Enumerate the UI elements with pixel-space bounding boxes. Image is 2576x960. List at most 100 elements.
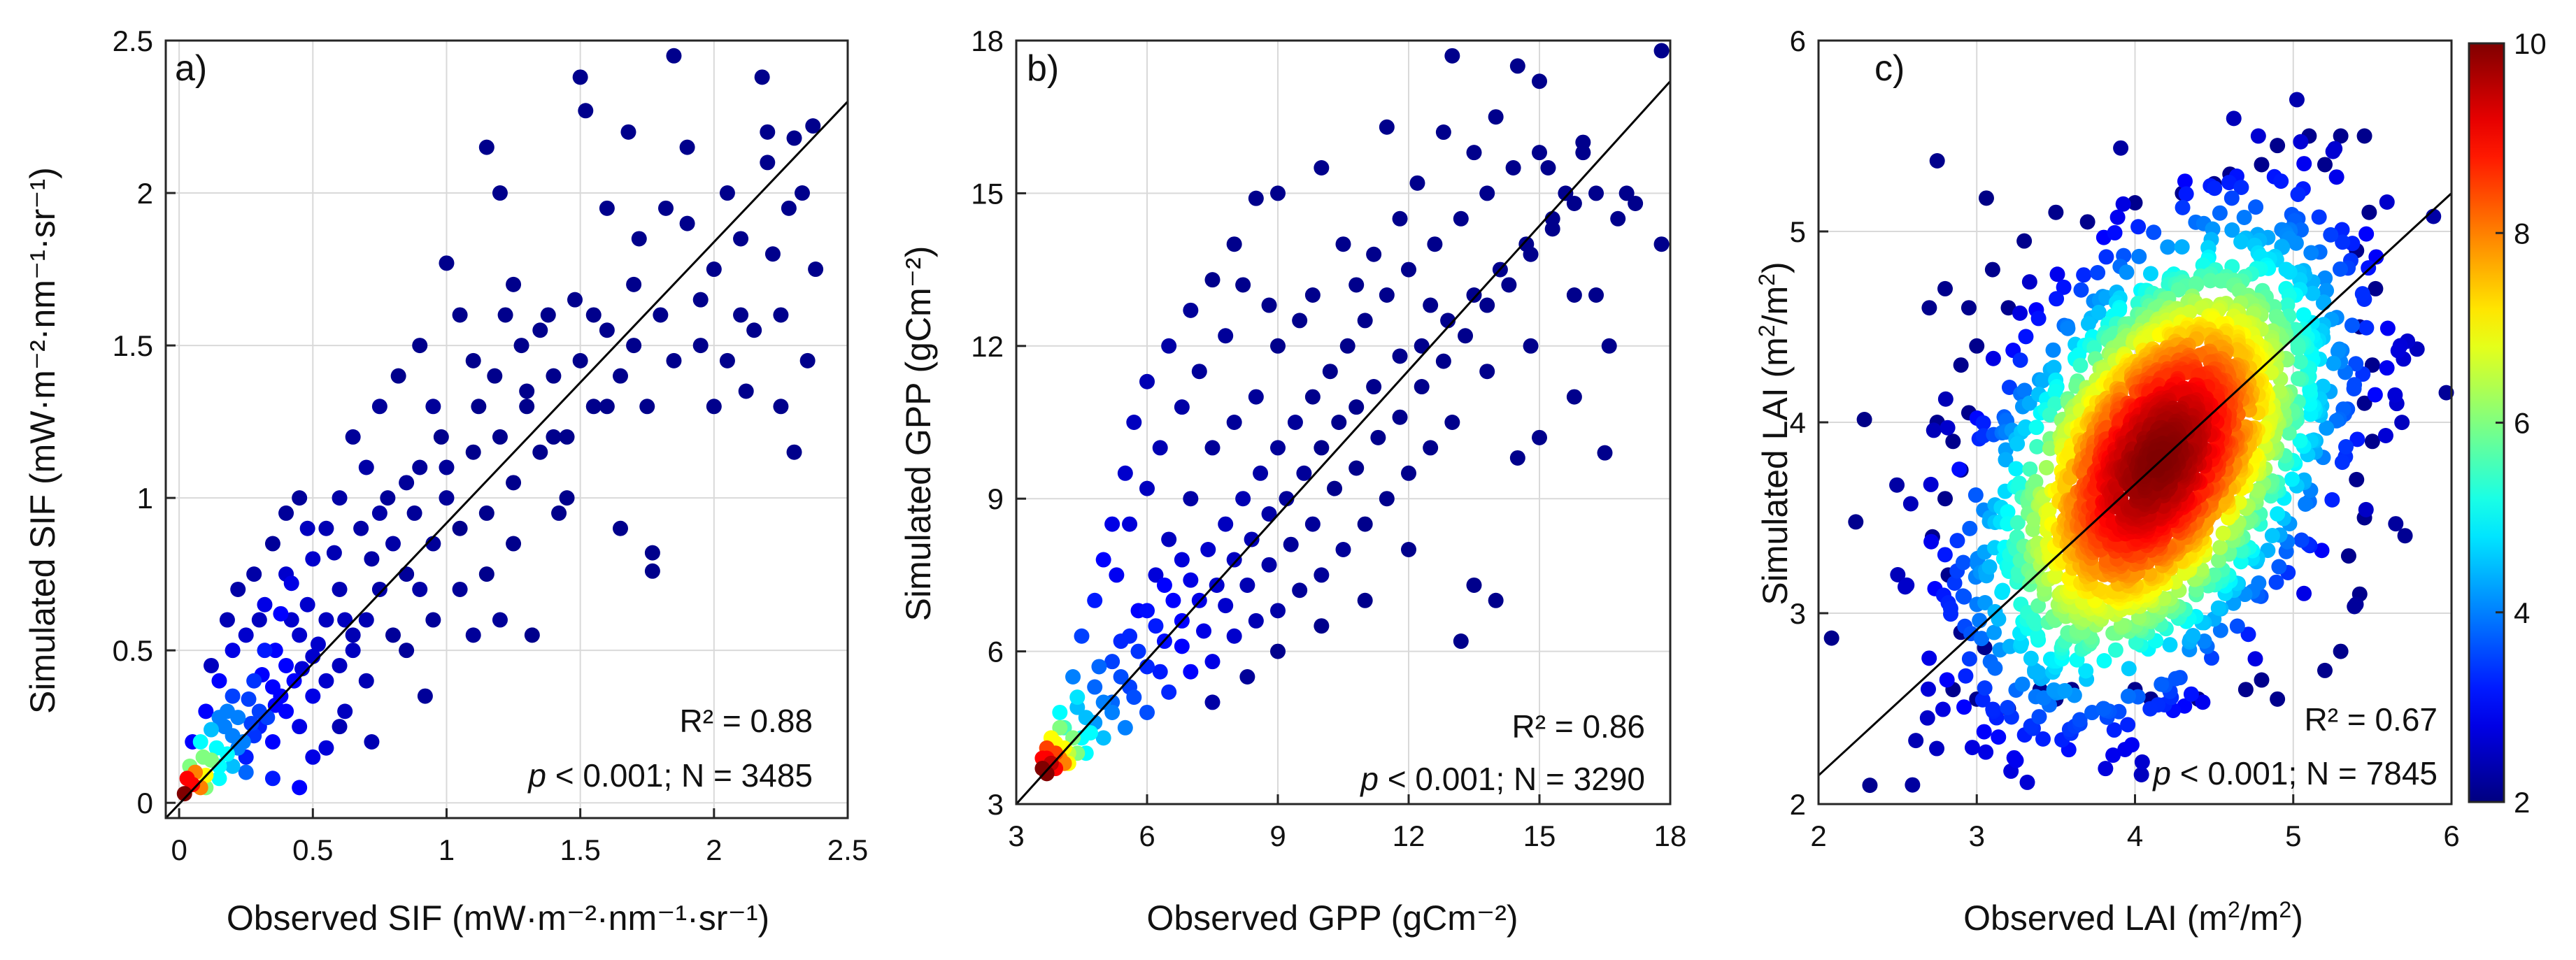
data-point xyxy=(2189,277,2205,293)
data-point xyxy=(1327,480,1343,496)
panel-c-p-stat: p < 0.001; N = 7845 xyxy=(2151,755,2438,791)
data-point xyxy=(1370,429,1386,445)
panel-a-x-ticks: 0 0.5 1 1.5 2 2.5 xyxy=(171,808,868,866)
data-point xyxy=(738,383,754,399)
data-point xyxy=(1985,701,2001,717)
panel-b-axes-frame xyxy=(1015,39,1672,805)
data-point xyxy=(264,733,280,750)
data-point xyxy=(1270,338,1286,354)
data-point xyxy=(1566,389,1582,405)
data-point xyxy=(2358,320,2375,336)
panel-c-y-axis-label: Simulated LAI (m2/m2) xyxy=(1754,262,1795,605)
axes-frame xyxy=(1015,39,1672,805)
data-point xyxy=(2009,515,2026,531)
data-point xyxy=(1923,533,1940,550)
regression-line xyxy=(1817,192,2453,777)
data-point xyxy=(318,612,334,628)
data-point xyxy=(1921,300,1937,316)
data-point xyxy=(2254,672,2270,688)
data-point xyxy=(318,520,334,536)
data-point xyxy=(399,643,415,659)
data-point xyxy=(1239,669,1255,685)
data-point xyxy=(1349,460,1365,476)
data-point xyxy=(1270,603,1286,619)
data-point xyxy=(1523,338,1539,354)
data-point xyxy=(599,322,615,338)
data-point xyxy=(2367,387,2383,403)
data-point xyxy=(1304,516,1321,532)
data-point xyxy=(506,276,522,292)
data-point xyxy=(2177,173,2193,189)
data-point xyxy=(1139,704,1155,720)
colorbar-ticks: 2 4 6 8 10 xyxy=(2496,27,2547,819)
panel-a-chart: 0 0.5 1 1.5 2 2.5 0 0.5 1 1.5 2 2.5 a) R² = 0.88 p… xyxy=(23,24,868,938)
data-point xyxy=(1956,699,1972,715)
data-point xyxy=(2017,420,2033,436)
data-point xyxy=(1618,185,1635,201)
data-point xyxy=(2289,92,2305,108)
data-point xyxy=(1961,300,1977,316)
data-point xyxy=(1575,145,1591,161)
data-point xyxy=(1423,297,1439,313)
data-point xyxy=(2012,305,2028,321)
data-point xyxy=(1349,399,1365,415)
data-point xyxy=(299,520,315,536)
data-point xyxy=(2019,774,2035,790)
data-point xyxy=(1139,373,1155,389)
data-point xyxy=(2204,650,2220,666)
data-point xyxy=(2326,355,2342,371)
data-point xyxy=(519,383,535,399)
data-point xyxy=(192,733,208,750)
panel-a-grid xyxy=(166,40,848,818)
data-point xyxy=(1392,409,1408,425)
data-point xyxy=(2233,179,2249,195)
data-point xyxy=(2264,528,2280,544)
data-point xyxy=(1919,710,1935,726)
data-point xyxy=(795,185,810,201)
data-point xyxy=(2048,568,2064,584)
data-point xyxy=(733,307,749,323)
data-point xyxy=(1899,577,1915,593)
data-point xyxy=(2035,373,2051,389)
data-point xyxy=(2302,382,2318,398)
data-point xyxy=(2120,688,2136,704)
x-tick-label: 0 xyxy=(171,833,187,866)
data-point xyxy=(1610,210,1626,227)
data-point xyxy=(559,429,575,445)
data-point xyxy=(399,475,415,491)
data-point xyxy=(2223,190,2240,206)
data-point xyxy=(1239,577,1255,593)
data-point xyxy=(2213,273,2229,289)
data-point xyxy=(2006,750,2022,766)
data-point xyxy=(1929,740,1945,757)
panel-a-axes-frame xyxy=(164,39,849,819)
data-point xyxy=(2330,343,2346,359)
data-point xyxy=(465,444,481,460)
data-point xyxy=(1248,190,1264,206)
data-point xyxy=(808,262,824,278)
data-point xyxy=(1401,262,1416,278)
panel-a-r2: R² = 0.88 xyxy=(680,703,813,739)
data-point xyxy=(478,139,494,155)
data-point xyxy=(371,399,387,415)
data-point xyxy=(257,596,273,612)
data-point xyxy=(2096,652,2112,668)
data-point xyxy=(332,490,348,506)
data-point xyxy=(238,764,254,780)
y-tick-label: 3 xyxy=(988,788,1004,821)
data-point xyxy=(318,673,334,689)
data-point xyxy=(2045,342,2061,358)
data-point xyxy=(1261,506,1277,522)
data-point xyxy=(1069,689,1086,705)
data-point xyxy=(719,185,735,201)
data-point xyxy=(2035,731,2051,747)
data-point xyxy=(559,490,575,506)
data-point xyxy=(2009,436,2026,452)
data-point xyxy=(2394,415,2410,431)
data-point xyxy=(1975,415,1991,431)
data-point xyxy=(2361,260,2377,276)
data-point xyxy=(2049,266,2065,282)
data-point xyxy=(465,627,481,643)
y-tick-label: 12 xyxy=(971,330,1004,363)
x-tick-label: 15 xyxy=(1523,819,1556,852)
